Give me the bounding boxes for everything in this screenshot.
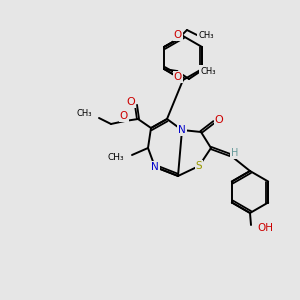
- Text: N: N: [151, 162, 159, 172]
- Text: N: N: [178, 125, 186, 135]
- Text: CH₃: CH₃: [198, 31, 214, 40]
- Text: CH₃: CH₃: [76, 110, 92, 118]
- Text: H: H: [231, 148, 239, 158]
- Text: CH₃: CH₃: [200, 67, 216, 76]
- Text: O: O: [214, 115, 224, 125]
- Text: O: O: [174, 72, 182, 82]
- Text: O: O: [174, 30, 182, 40]
- Text: S: S: [196, 161, 202, 171]
- Text: O: O: [120, 111, 128, 121]
- Text: OH: OH: [257, 223, 273, 233]
- Text: CH₃: CH₃: [107, 154, 124, 163]
- Text: O: O: [127, 97, 135, 107]
